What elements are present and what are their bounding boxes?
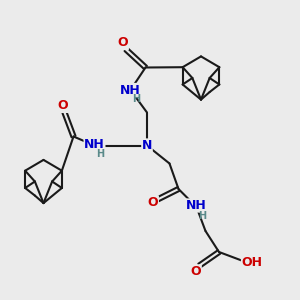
Text: NH: NH [120,83,141,97]
Text: O: O [58,99,68,112]
Text: H: H [132,94,140,104]
Text: O: O [190,265,201,278]
Text: O: O [118,36,128,50]
Text: H: H [96,149,104,160]
Text: H: H [198,211,206,221]
Text: OH: OH [242,256,262,269]
Text: N: N [142,139,152,152]
Text: O: O [148,196,158,209]
Text: NH: NH [186,199,207,212]
Text: NH: NH [84,137,105,151]
